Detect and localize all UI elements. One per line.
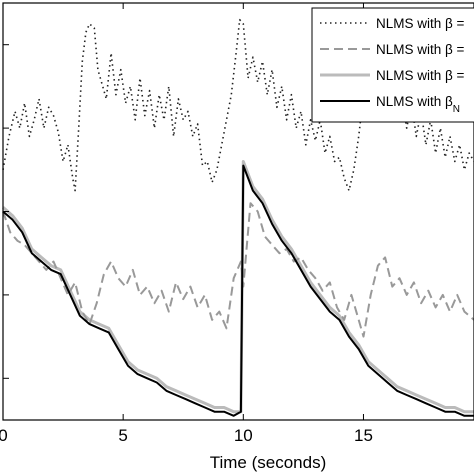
series-line-2 bbox=[2, 202, 474, 338]
legend-entry-subscript: N bbox=[453, 104, 460, 115]
x-axis-label: Time (seconds) bbox=[210, 453, 327, 472]
x-tick-label: 10 bbox=[234, 426, 253, 445]
x-tick-label: 15 bbox=[354, 426, 373, 445]
legend-entry-label: NLMS with β = bbox=[376, 42, 465, 57]
legend-box bbox=[311, 7, 474, 123]
legend-entry-label: NLMS with β = bbox=[376, 68, 465, 83]
x-tick-label: 0 bbox=[0, 426, 8, 445]
x-axis: 0 5 10 15 bbox=[0, 3, 373, 445]
legend-entry-label: NLMS with β = bbox=[376, 16, 465, 31]
series-line-4 bbox=[2, 164, 474, 417]
series-layer bbox=[2, 18, 474, 417]
legend: NLMS with β = NLMS with β = NLMS with β … bbox=[311, 7, 474, 123]
x-tick-label: 5 bbox=[118, 426, 127, 445]
